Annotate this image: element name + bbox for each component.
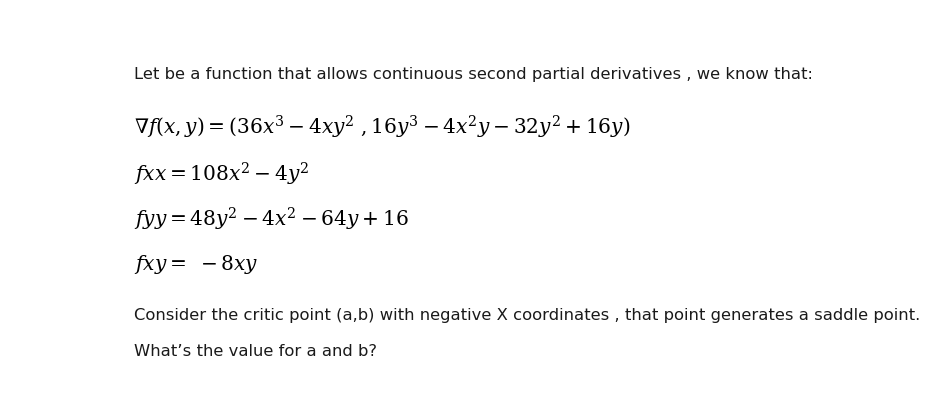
Text: $\nabla f(x,y) = (36x^3 - 4xy^2\ ,16y^3 - 4x^2y - 32y^2 + 16y)$: $\nabla f(x,y) = (36x^3 - 4xy^2\ ,16y^3 … <box>134 114 630 141</box>
Text: $fyy = 48y^2 - 4x^2 - 64y + 16$: $fyy = 48y^2 - 4x^2 - 64y + 16$ <box>134 206 409 233</box>
Text: What’s the value for a and b?: What’s the value for a and b? <box>134 344 377 359</box>
Text: $fxx = 108x^2 - 4y^2$: $fxx = 108x^2 - 4y^2$ <box>134 161 309 188</box>
Text: Let be a function that allows continuous second partial derivatives , we know th: Let be a function that allows continuous… <box>134 67 813 82</box>
Text: Consider the critic point (a,b) with negative X coordinates , that point generat: Consider the critic point (a,b) with neg… <box>134 308 920 323</box>
Text: $fxy =\ -8xy$: $fxy =\ -8xy$ <box>134 253 258 276</box>
